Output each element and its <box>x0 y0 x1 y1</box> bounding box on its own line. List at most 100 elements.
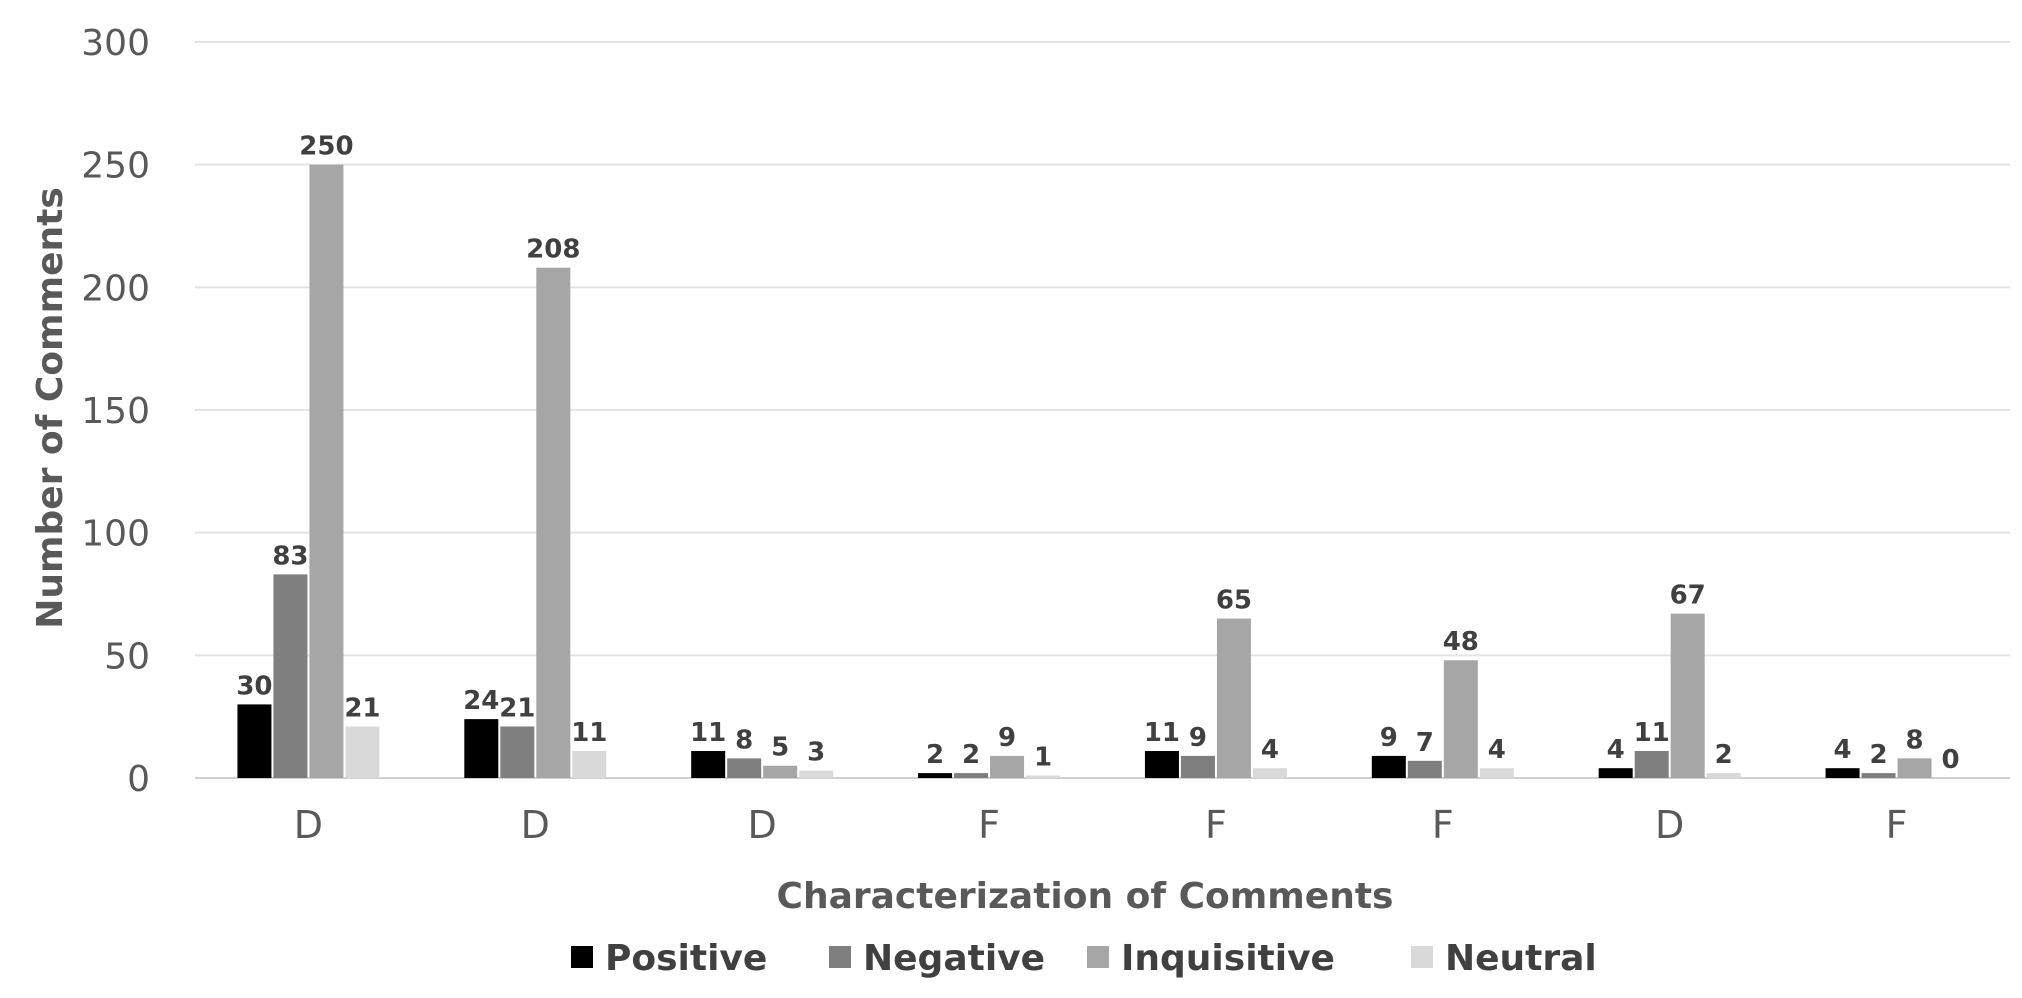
data-label: 250 <box>299 132 353 162</box>
bars <box>237 164 1932 778</box>
legend-item-inquisitive: Inquisitive <box>1087 938 1335 979</box>
legend-item-negative: Negative <box>829 938 1045 979</box>
bar-neutral <box>1252 768 1287 778</box>
bar-positive <box>1371 755 1406 778</box>
data-label: 11 <box>690 718 726 748</box>
x-category-label: D <box>748 803 777 847</box>
x-axis-title: Characterization of Comments <box>777 876 1394 917</box>
data-label: 4 <box>1834 735 1852 765</box>
legend-item-positive: Positive <box>571 938 767 979</box>
bar-inquisitive <box>1443 660 1478 778</box>
bar-negative <box>1407 760 1442 778</box>
data-label: 2 <box>962 740 980 770</box>
data-label: 2 <box>1870 740 1888 770</box>
data-label: 21 <box>499 693 535 723</box>
bar-inquisitive <box>1897 758 1932 778</box>
x-category-label: F <box>1432 803 1454 847</box>
bar-positive <box>237 704 272 778</box>
y-tick-label: 0 <box>127 759 150 800</box>
bar-inquisitive <box>1670 613 1705 778</box>
y-tick-label: 300 <box>81 23 150 64</box>
data-label: 11 <box>1144 718 1180 748</box>
y-tick-label: 100 <box>81 514 150 555</box>
bar-neutral <box>572 751 607 778</box>
x-category-label: F <box>1886 803 1908 847</box>
bar-negative <box>954 773 989 778</box>
legend-item-neutral: Neutral <box>1411 938 1597 979</box>
bar-negative <box>1634 751 1669 778</box>
bar-negative <box>1180 755 1215 778</box>
bar-neutral <box>1026 775 1061 778</box>
bar-positive <box>691 751 726 778</box>
bar-inquisitive <box>536 267 571 778</box>
bar-positive <box>918 773 953 778</box>
bar-positive <box>1598 768 1633 778</box>
bar-positive <box>1825 768 1860 778</box>
data-label: 5 <box>771 733 789 763</box>
data-label: 8 <box>1906 725 1924 755</box>
legend-label: Inquisitive <box>1121 938 1335 979</box>
data-label: 30 <box>236 671 272 701</box>
y-axis-ticks: 0 50 100 150 200 250 300 <box>81 23 150 800</box>
data-label: 67 <box>1670 581 1706 611</box>
data-label: 11 <box>1634 718 1670 748</box>
data-label: 1 <box>1034 743 1052 773</box>
y-axis-title: Number of Comments <box>30 187 71 629</box>
data-label: 4 <box>1261 735 1279 765</box>
bar-positive <box>464 719 499 778</box>
gridlines <box>195 41 2010 779</box>
data-label: 4 <box>1488 735 1506 765</box>
data-label: 2 <box>1715 740 1733 770</box>
x-category-label: D <box>294 803 323 847</box>
x-category-label: D <box>1655 803 1684 847</box>
legend-label: Negative <box>863 938 1045 979</box>
x-category-label: F <box>1205 803 1227 847</box>
data-label: 9 <box>998 723 1016 753</box>
legend-label: Neutral <box>1445 938 1597 979</box>
data-label: 21 <box>344 693 380 723</box>
data-label: 9 <box>1380 723 1398 753</box>
data-label: 208 <box>526 235 580 265</box>
bar-neutral <box>799 770 834 778</box>
bar-negative <box>727 758 762 778</box>
x-category-label: D <box>521 803 550 847</box>
data-label: 4 <box>1607 735 1625 765</box>
bar-negative <box>500 726 535 778</box>
data-label: 8 <box>735 725 753 755</box>
bar-neutral <box>1706 773 1741 778</box>
legend-swatch <box>1411 946 1433 968</box>
bar-inquisitive <box>309 164 344 778</box>
data-label: 24 <box>463 686 499 716</box>
bar-neutral <box>1479 768 1514 778</box>
data-label: 7 <box>1416 728 1434 758</box>
legend: Positive Negative Inquisitive Neutral <box>571 938 1597 979</box>
bar-inquisitive <box>990 755 1025 778</box>
bar-negative <box>1861 773 1896 778</box>
data-label: 9 <box>1189 723 1207 753</box>
data-label: 83 <box>272 541 308 571</box>
bar-inquisitive <box>763 765 798 778</box>
y-tick-label: 150 <box>81 391 150 432</box>
data-label: 2 <box>926 740 944 770</box>
bar-positive <box>1144 751 1179 778</box>
y-tick-label: 200 <box>81 268 150 309</box>
bar-neutral <box>345 726 380 778</box>
data-label: 11 <box>571 718 607 748</box>
data-label: 3 <box>807 738 825 768</box>
bar-inquisitive <box>1216 618 1251 778</box>
legend-label: Positive <box>605 938 767 979</box>
legend-swatch <box>829 946 851 968</box>
bar-negative <box>273 574 308 778</box>
y-tick-label: 50 <box>104 636 150 677</box>
data-label: 65 <box>1216 586 1252 616</box>
legend-swatch <box>571 946 593 968</box>
x-category-label: F <box>978 803 1000 847</box>
data-label: 48 <box>1443 627 1479 657</box>
legend-swatch <box>1087 946 1109 968</box>
y-tick-label: 250 <box>81 146 150 187</box>
data-label: 0 <box>1942 745 1960 775</box>
